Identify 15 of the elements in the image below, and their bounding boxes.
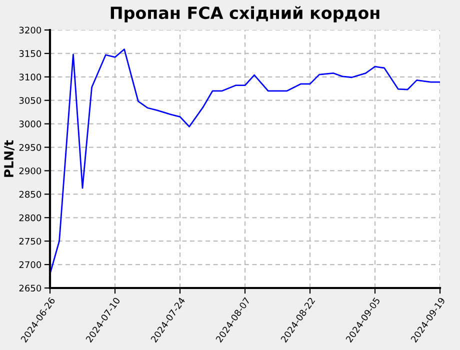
chart-title: Пропан FCA східний кордон (110, 6, 380, 22)
y-tick-label: 3200 (19, 26, 42, 34)
y-tick-label: 2700 (19, 261, 42, 268)
line-series (50, 48, 440, 275)
y-tick-label: 2850 (19, 190, 42, 198)
y-tick-label: 2750 (19, 238, 42, 245)
y-tick-label: 3000 (19, 120, 42, 128)
y-tick-label: 2900 (19, 167, 42, 174)
y-tick-label: 2950 (19, 144, 42, 151)
y-axis-title: PLN/t (4, 140, 14, 177)
y-tick-label: 2650 (19, 284, 42, 292)
y-tick-label: 3150 (19, 50, 42, 58)
y-tick-label: 3050 (19, 97, 42, 104)
y-tick-label: 3100 (19, 74, 42, 80)
y-tick-label: 2800 (19, 214, 42, 222)
